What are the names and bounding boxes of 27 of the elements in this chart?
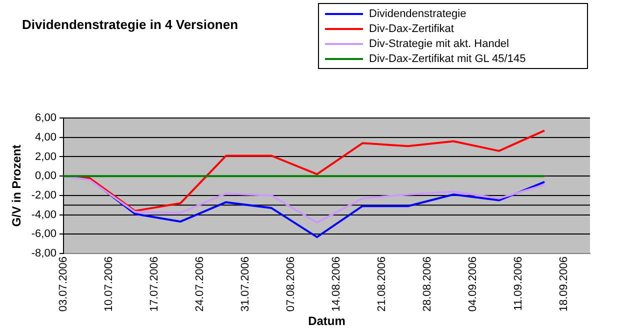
y-tick-label: -8,00 (31, 248, 56, 260)
x-tick-label: 11.09.2006 (512, 256, 525, 311)
x-tick-label: 17.07.2006 (148, 256, 161, 312)
legend-label: Dividendenstrategie (369, 8, 466, 20)
x-tick-label: 07.08.2006 (285, 256, 298, 312)
y-tick-label: -2,00 (31, 189, 56, 202)
x-tick-label: 31.07.2006 (240, 256, 252, 312)
y-tick-label: -6,00 (31, 228, 56, 240)
x-tick-label: 10.07.2006 (103, 256, 116, 312)
x-tick-label: 04.09.2006 (467, 256, 480, 312)
chart-title: Dividendenstrategie in 4 Versionen (22, 17, 238, 32)
x-tick-label: 14.08.2006 (330, 256, 343, 312)
legend-label: Div-Strategie mit akt. Handel (369, 38, 509, 50)
legend-label: Div-Dax-Zertifikat (369, 22, 454, 34)
y-tick-label: 0,00 (35, 170, 56, 182)
y-axis-title: G/V in Prozent (10, 144, 24, 227)
x-tick-label: 28.08.2006 (422, 256, 434, 312)
x-axis-title: Datum (308, 314, 346, 328)
y-tick-label: 2,00 (35, 150, 56, 163)
legend-label: Div-Dax-Zertifikat mit GL 45/145 (369, 52, 526, 64)
y-tick-label: -4,00 (31, 208, 56, 221)
y-tick-label: 4,00 (35, 131, 56, 144)
x-tick-label: 03.07.2006 (58, 256, 70, 312)
y-tick-label: 6,00 (35, 112, 56, 124)
x-tick-label: 18.09.2006 (558, 256, 570, 312)
x-tick-label: 24.07.2006 (194, 256, 206, 312)
x-tick-label: 21.08.2006 (376, 256, 388, 312)
